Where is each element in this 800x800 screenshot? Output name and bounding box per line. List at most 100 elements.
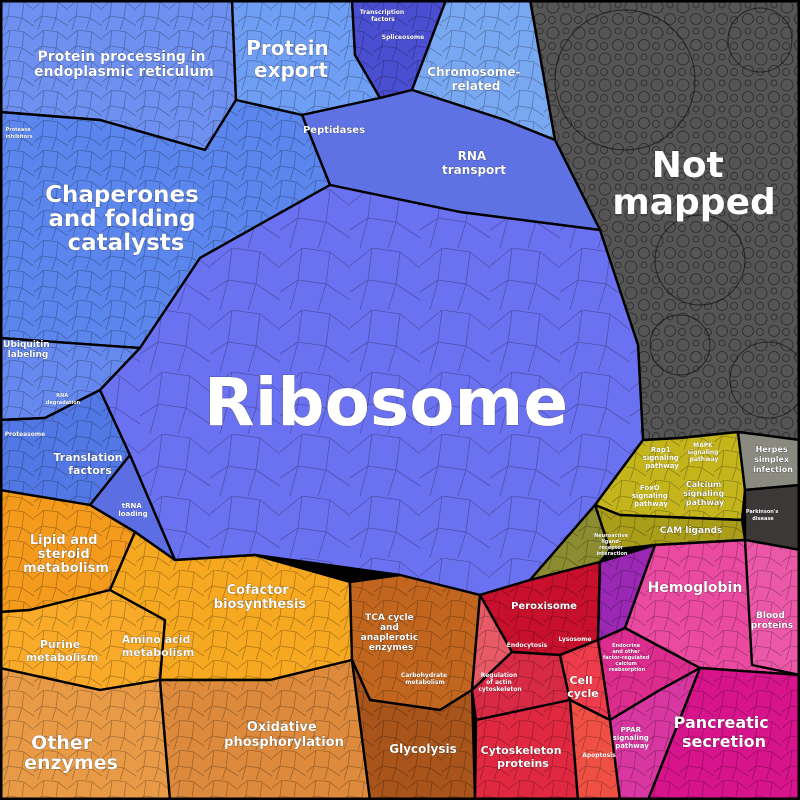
label-transcription-factors-line2: factors — [371, 16, 395, 23]
label-tca: TCA cycle and anaplerotic enzymes — [361, 613, 422, 653]
label-chaperones-line2: and folding — [48, 206, 195, 232]
label-endocytosis: Endocytosis — [507, 642, 548, 649]
label-ppar-line2: signaling — [613, 734, 649, 742]
label-ubiquitin-line1: Ubiquitin — [3, 340, 50, 350]
label-mapk-line3: pathway — [690, 456, 719, 463]
label-trna-loading-line1: tRNA — [122, 502, 143, 510]
label-carbohydrate-line2: metabolism — [405, 679, 445, 686]
label-actin-line3: cytoskeleton — [478, 686, 521, 693]
label-cell-cycle-line2: cycle — [567, 687, 598, 700]
label-peroxisome: Peroxisome — [511, 601, 577, 612]
label-trna-loading: tRNA loading — [118, 502, 147, 518]
label-cell-cycle-line1: Cell — [570, 674, 593, 687]
label-rap1-line1: Rap1 — [651, 446, 671, 454]
label-parkinsons-line2: disease — [752, 516, 774, 522]
label-peptidases: Peptidases — [303, 125, 365, 136]
label-translation-factors-line2: factors — [68, 464, 112, 477]
label-protease-inhibitors: Protease inhibitors — [5, 127, 32, 140]
label-foxo-line1: FoxO — [640, 484, 660, 492]
label-translation-factors-line1: Translation — [54, 451, 123, 464]
label-parkinsons: Parkinson's disease — [746, 509, 780, 522]
label-calcium: Calcium signaling pathway — [683, 480, 727, 507]
label-blood-proteins-line1: Blood — [756, 611, 785, 621]
label-ubiquitin: Ubiquitin labeling — [3, 340, 53, 360]
label-oxidative-line2: phosphorylation — [224, 735, 344, 750]
organismal-systems-region — [596, 538, 800, 800]
label-chromosome-line2: related — [452, 79, 501, 93]
label-proteasome: Proteasome — [5, 431, 45, 438]
label-not-mapped-line2: mapped — [612, 182, 776, 223]
label-glycolysis: Glycolysis — [389, 742, 456, 756]
label-foxo-line3: pathway — [634, 500, 668, 508]
label-cam: CAM ligands — [660, 526, 723, 536]
label-chromosome-line1: Chromosome- — [427, 65, 520, 79]
label-lysosome: Lysosome — [558, 636, 591, 643]
label-protease-inhibitors-line1: Protease — [6, 127, 32, 133]
label-neuroactive-line3: receptor — [599, 545, 624, 551]
label-amino-acid-line2: metabolism — [122, 646, 195, 659]
label-protein-processing-line2: endoplasmic reticulum — [34, 64, 214, 80]
label-lipid-line3: metabolism — [23, 561, 109, 576]
label-neuroactive-line1: Neuroactive — [594, 533, 629, 539]
label-calcium-line2: signaling — [683, 489, 725, 498]
label-actin: Regulation of actin cytoskeleton — [478, 672, 521, 693]
label-not-mapped-line1: Not — [652, 145, 724, 186]
label-mapk-line2: signaling — [687, 449, 718, 456]
label-mapk: MAPK signaling pathway — [687, 442, 720, 463]
label-rna-degradation-line1: RNA — [56, 393, 68, 399]
label-pancreatic: Pancreatic secretion — [674, 713, 775, 751]
label-oxidative-line1: Oxidative — [247, 720, 317, 735]
label-herpes-line1: Herpes — [756, 445, 788, 454]
label-endocrine-line2: and other — [612, 649, 640, 655]
label-endocrine-line1: Endocrine — [612, 643, 641, 649]
label-protein-export: Protein export — [246, 36, 335, 82]
label-blood-proteins-line2: proteins — [751, 621, 793, 631]
label-mapk-line1: MAPK — [693, 442, 713, 449]
label-cofactor-line2: biosynthesis — [214, 597, 307, 612]
label-other-enzymes-line1: Other — [31, 732, 93, 754]
genetic-processing-region — [0, 0, 645, 597]
label-tca-line1: TCA cycle — [365, 613, 414, 623]
label-herpes: Herpes simplex infection — [753, 445, 793, 474]
label-purine-line1: Purine — [40, 638, 80, 651]
label-purine: Purine metabolism — [26, 638, 99, 664]
label-ribosome: Ribosome — [204, 364, 568, 441]
label-lipid: Lipid and steroid metabolism — [23, 533, 109, 576]
label-calcium-line3: pathway — [686, 498, 725, 507]
label-neuroactive: Neuroactive ligand- receptor interaction — [594, 533, 630, 557]
label-endocrine-line5: reabsorption — [609, 667, 646, 673]
label-chaperones-line1: Chaperones — [45, 182, 199, 208]
label-cofactor: Cofactor biosynthesis — [214, 583, 307, 612]
label-rap1-line2: signaling — [643, 454, 679, 462]
label-blood-proteins: Blood proteins — [751, 611, 793, 631]
label-spliceosome: Spliceosome — [382, 34, 425, 41]
label-actin-line1: Regulation — [481, 672, 518, 679]
label-cofactor-line1: Cofactor — [227, 583, 290, 598]
label-protein-processing-line1: Protein processing in — [38, 49, 206, 65]
label-hemoglobin: Hemoglobin — [648, 580, 743, 596]
label-chaperones: Chaperones and folding catalysts — [45, 182, 207, 256]
label-pancreatic-line1: Pancreatic — [674, 713, 769, 732]
label-carbohydrate-line1: Carbohydrate — [401, 672, 447, 679]
label-ppar-line1: PPAR — [621, 726, 642, 734]
label-apoptosis: Apoptosis — [582, 752, 616, 759]
label-purine-line2: metabolism — [26, 651, 99, 664]
label-cytoskeleton-line1: Cytoskeleton — [481, 744, 562, 757]
label-carbohydrate: Carbohydrate metabolism — [401, 672, 449, 686]
label-foxo: FoxO signaling pathway — [632, 484, 671, 508]
label-protein-export-line2: export — [254, 58, 328, 82]
label-pancreatic-line2: secretion — [682, 732, 766, 751]
label-tca-line3: anaplerotic — [361, 633, 419, 643]
label-cytoskeleton: Cytoskeleton proteins — [481, 744, 566, 770]
label-calcium-line1: Calcium — [686, 480, 722, 489]
label-lipid-line2: steroid — [38, 547, 90, 562]
label-endocrine-line4: calcium — [615, 661, 637, 667]
label-chaperones-line3: catalysts — [68, 230, 185, 256]
label-oxidative: Oxidative phosphorylation — [224, 720, 344, 750]
signaling-region — [528, 430, 800, 582]
metabolism-region — [0, 488, 482, 800]
label-amino-acid: Amino acid metabolism — [122, 633, 195, 659]
